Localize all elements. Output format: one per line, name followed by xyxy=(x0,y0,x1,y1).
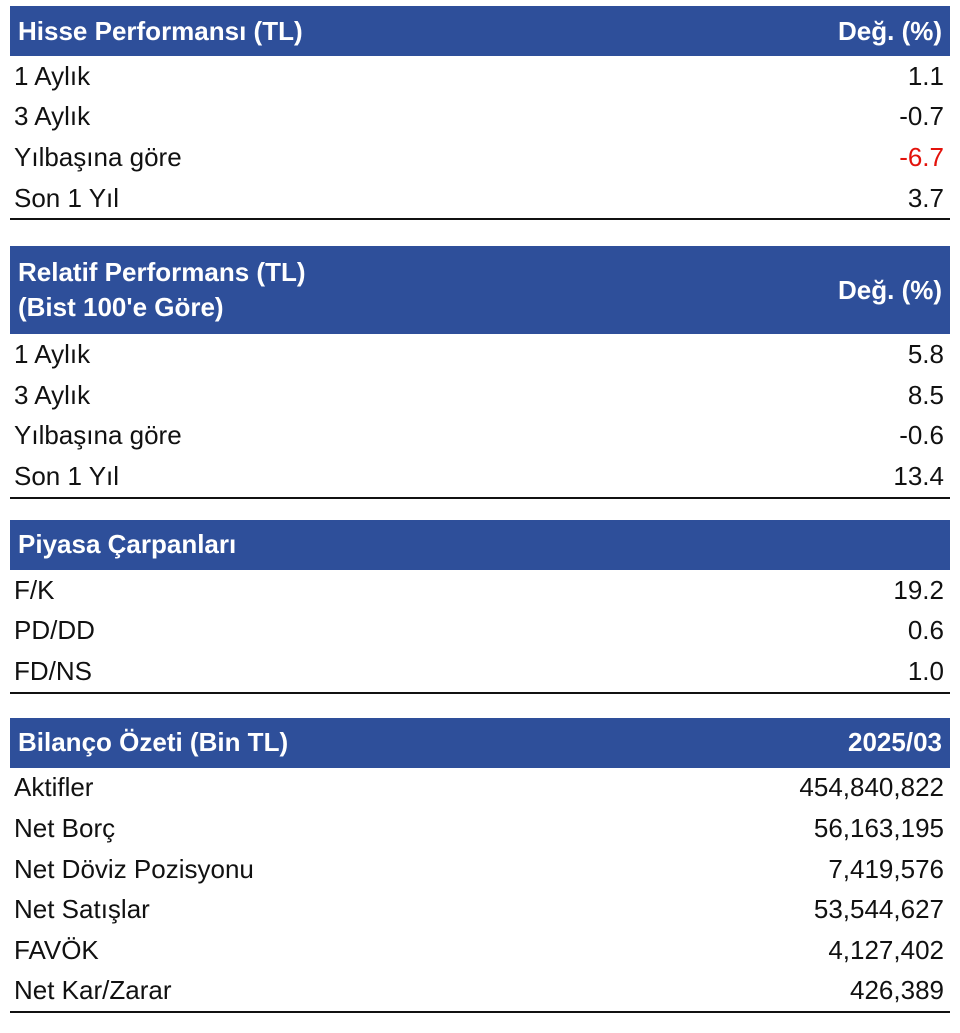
row-value: 7,419,576 xyxy=(828,853,944,884)
row-label: 1 Aylık xyxy=(14,339,91,370)
row-label: Net Borç xyxy=(14,812,116,843)
table-row: Yılbaşına göre -6.7 xyxy=(10,137,950,178)
row-label: Son 1 Yıl xyxy=(14,460,120,491)
row-label: Yılbaşına göre xyxy=(14,141,182,172)
row-label: Net Döviz Pozisyonu xyxy=(14,853,254,884)
stock-performance-table: Hisse Performansı (TL) Değ. (%) 1 Aylık … xyxy=(10,6,950,221)
row-value: 454,840,822 xyxy=(799,772,944,803)
row-value: 56,163,195 xyxy=(813,812,944,843)
table-row: Son 1 Yıl 3.7 xyxy=(10,178,950,219)
financial-summary: Hisse Performansı (TL) Değ. (%) 1 Aylık … xyxy=(10,6,950,1014)
table-row: 1 Aylık 1.1 xyxy=(10,56,950,97)
row-value: 3.7 xyxy=(907,182,944,213)
row-value: 5.8 xyxy=(907,339,944,370)
table-row: FAVÖK 4,127,402 xyxy=(10,930,950,971)
table-row: Net Satışlar 53,544,627 xyxy=(10,889,950,930)
table-row: Aktifler 454,840,822 xyxy=(10,768,950,809)
row-label: Son 1 Yıl xyxy=(14,182,120,213)
table-row: Net Kar/Zarar 426,389 xyxy=(10,971,950,1012)
row-label: F/K xyxy=(14,574,55,605)
market-multiples-table: Piyasa Çarpanları F/K 19.2 PD/DD 0.6 FD/… xyxy=(10,519,950,694)
row-value-negative: -6.7 xyxy=(899,141,944,172)
balance-sheet-summary-table: Bilanço Özeti (Bin TL) 2025/03 Aktifler … xyxy=(10,717,950,1014)
relative-performance-table: Relatif Performans (TL) (Bist 100'e Göre… xyxy=(10,246,950,499)
row-value: -0.7 xyxy=(899,101,944,132)
table-row: 1 Aylık 5.8 xyxy=(10,334,950,375)
row-value: 4,127,402 xyxy=(828,934,944,965)
row-label: 3 Aylık xyxy=(14,379,91,410)
row-value: 13.4 xyxy=(893,460,944,491)
table-row: FD/NS 1.0 xyxy=(10,651,950,692)
table-title: Relatif Performans (TL) (Bist 100'e Göre… xyxy=(18,257,306,323)
table-title: Hisse Performansı (TL) xyxy=(18,15,303,46)
row-label: Net Satışlar xyxy=(14,894,150,925)
table-row: Net Borç 56,163,195 xyxy=(10,808,950,849)
table-row: Son 1 Yıl 13.4 xyxy=(10,456,950,497)
table-row: 3 Aylık -0.7 xyxy=(10,97,950,138)
table-header: Hisse Performansı (TL) Değ. (%) xyxy=(10,6,950,56)
column-header: 2025/03 xyxy=(848,727,942,758)
row-label: PD/DD xyxy=(14,615,95,646)
row-label: 3 Aylık xyxy=(14,101,91,132)
row-label: FAVÖK xyxy=(14,934,99,965)
row-value: 426,389 xyxy=(850,975,944,1006)
row-value: 1.0 xyxy=(907,655,944,686)
table-header: Bilanço Özeti (Bin TL) 2025/03 xyxy=(10,717,950,768)
column-header: Değ. (%) xyxy=(838,274,942,305)
table-row: PD/DD 0.6 xyxy=(10,610,950,651)
row-value: 8.5 xyxy=(907,379,944,410)
table-header: Piyasa Çarpanları xyxy=(10,519,950,570)
column-header: Değ. (%) xyxy=(838,15,942,46)
row-label: Aktifler xyxy=(14,772,94,803)
row-value: 0.6 xyxy=(907,615,944,646)
table-row: Yılbaşına göre -0.6 xyxy=(10,416,950,457)
table-header: Relatif Performans (TL) (Bist 100'e Göre… xyxy=(10,246,950,335)
table-row: F/K 19.2 xyxy=(10,570,950,611)
table-row: 3 Aylık 8.5 xyxy=(10,375,950,416)
table-title: Bilanço Özeti (Bin TL) xyxy=(18,727,289,758)
row-value: 19.2 xyxy=(893,574,944,605)
row-label: FD/NS xyxy=(14,655,92,686)
table-row: Net Döviz Pozisyonu 7,419,576 xyxy=(10,849,950,890)
row-value: 53,544,627 xyxy=(813,894,944,925)
row-label: Net Kar/Zarar xyxy=(14,975,172,1006)
row-label: 1 Aylık xyxy=(14,60,91,91)
row-value: -0.6 xyxy=(899,420,944,451)
table-title: Piyasa Çarpanları xyxy=(18,529,237,560)
row-value: 1.1 xyxy=(907,60,944,91)
row-label: Yılbaşına göre xyxy=(14,420,182,451)
